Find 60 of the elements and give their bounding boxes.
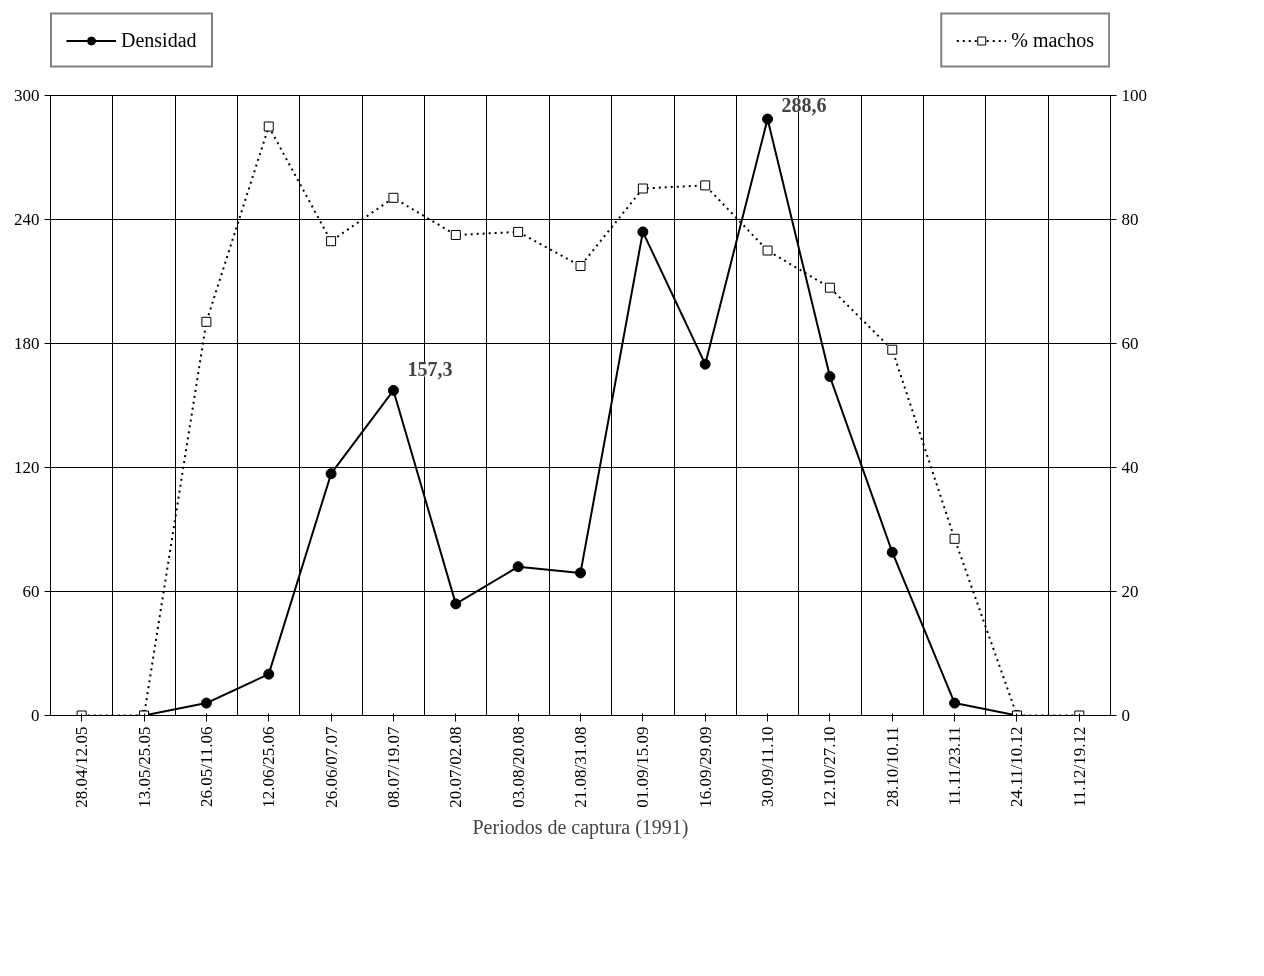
point <box>700 180 711 191</box>
y2-tick-label: 60 <box>1121 334 1139 353</box>
x-tick-label: 26.06/07.07 <box>321 726 341 808</box>
x-tick-label: 16.09/29.09 <box>695 726 715 808</box>
point <box>824 282 835 293</box>
x-tick-label: 11.12/19.12 <box>1069 726 1089 808</box>
point <box>450 230 461 240</box>
point <box>450 598 462 610</box>
point <box>513 226 524 237</box>
annotation: 288,6 <box>781 94 827 117</box>
x-tick-label: 03.08/20.08 <box>508 726 528 808</box>
point <box>263 121 274 132</box>
point <box>575 567 586 579</box>
x-tick-label: 01.09/15.09 <box>633 726 653 808</box>
y-tick-label: 0 <box>31 706 40 725</box>
point <box>762 245 773 256</box>
x-axis-title: Periodos de captura (1991) <box>472 815 689 839</box>
point <box>637 226 649 238</box>
point <box>201 316 212 327</box>
x-tick-label: 30.09/11.10 <box>758 726 778 808</box>
y2-tick-label: 20 <box>1121 582 1139 601</box>
x-tick-label: 28.10/10.11 <box>882 726 902 808</box>
y2-tick-label: 80 <box>1121 210 1139 229</box>
x-tick-label: 08.07/19.07 <box>383 726 403 808</box>
point <box>200 697 212 709</box>
point <box>762 113 774 125</box>
annotation: 157,3 <box>407 358 453 381</box>
x-tick-label: 26.05/11.06 <box>196 726 216 808</box>
point <box>325 468 337 480</box>
y-tick-label: 60 <box>22 582 40 601</box>
point <box>887 344 898 355</box>
point <box>575 261 586 271</box>
x-tick-label: 11.11/23.11 <box>945 726 965 806</box>
point <box>326 236 337 247</box>
x-tick-label: 20.07/02.08 <box>446 726 466 808</box>
y-tick-label: 180 <box>14 334 40 353</box>
legend-label: % machos <box>1011 28 1094 52</box>
y2-tick-label: 40 <box>1121 458 1139 477</box>
point <box>387 384 399 396</box>
y2-tick-label: 100 <box>1121 86 1147 105</box>
point <box>949 697 961 709</box>
legend-label: Densidad <box>121 28 197 52</box>
x-tick-label: 12.10/27.10 <box>820 726 840 808</box>
y-tick-label: 300 <box>14 86 40 105</box>
y2-tick-label: 0 <box>1121 706 1130 725</box>
x-tick-label: 21.08/31.08 <box>571 726 590 808</box>
y-tick-label: 240 <box>14 210 40 229</box>
point <box>512 561 524 573</box>
x-tick-label: 12.06/25.06 <box>259 726 279 808</box>
y-tick-label: 120 <box>14 458 40 477</box>
x-tick-label: 28.04/12.05 <box>72 726 92 808</box>
x-tick-label: 13.05/25.05 <box>134 726 154 808</box>
point <box>949 533 960 544</box>
x-tick-label: 24.11/10.12 <box>1007 726 1027 808</box>
point <box>263 668 275 680</box>
point <box>886 546 898 558</box>
point <box>388 192 399 203</box>
point <box>699 358 711 370</box>
point <box>637 183 648 194</box>
point <box>824 371 836 383</box>
